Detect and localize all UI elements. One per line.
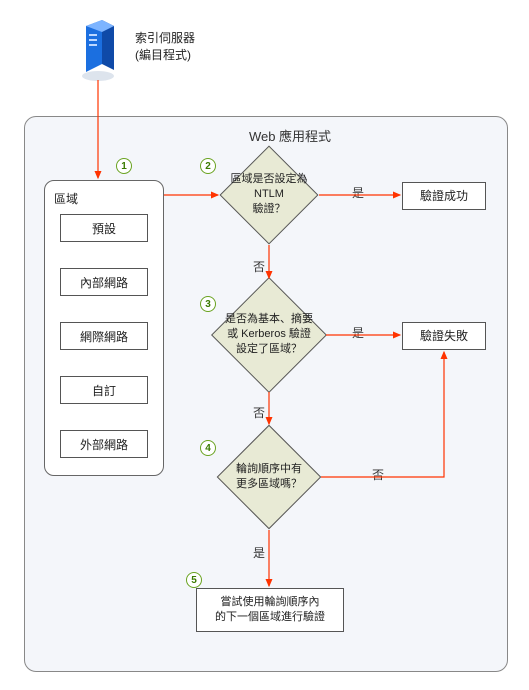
server-label: 索引伺服器 (編目程式): [135, 30, 195, 64]
zone-item-label: 預設: [92, 220, 116, 237]
result-label: 驗證失敗: [420, 328, 468, 344]
retry-line: 的下一個區域進行驗證: [215, 610, 325, 625]
web-app-title: Web 應用程式: [230, 126, 350, 145]
edge-label-no-2: 否: [253, 404, 265, 421]
result-label: 驗證成功: [420, 188, 468, 204]
retry-text: 嘗試使用輪詢順序內 的下一個區域進行驗證: [215, 595, 325, 625]
zone-item-intranet: 內部網路: [60, 268, 148, 296]
edge-label-no-1: 否: [253, 258, 265, 275]
zone-item-internet: 網際網路: [60, 322, 148, 350]
zone-item-default: 預設: [60, 214, 148, 242]
result-success: 驗證成功: [402, 182, 486, 210]
result-retry: 嘗試使用輪詢順序內 的下一個區域進行驗證: [196, 588, 344, 632]
server-label-line2: (編目程式): [135, 47, 195, 64]
edge-label-no-3: 否: [372, 466, 384, 483]
zone-item-label: 外部網路: [80, 436, 128, 453]
zone-item-label: 網際網路: [80, 328, 128, 345]
zone-item-label: 內部網路: [80, 274, 128, 291]
diagram-stage: 索引伺服器 (編目程式) Web 應用程式 區域 預設 內部網路 網際網路 自訂…: [0, 0, 529, 690]
step-badge-4: 4: [200, 440, 216, 456]
zone-item-custom: 自訂: [60, 376, 148, 404]
edge-label-yes-3: 是: [253, 544, 265, 561]
edge-label-yes-1: 是: [352, 184, 364, 201]
result-failure: 驗證失敗: [402, 322, 486, 350]
step-badge-2: 2: [200, 158, 216, 174]
server-label-line1: 索引伺服器: [135, 30, 195, 47]
zone-item-extranet: 外部網路: [60, 430, 148, 458]
step-badge-5: 5: [186, 572, 202, 588]
edge-label-yes-2: 是: [352, 324, 364, 341]
server-icon: [78, 20, 118, 87]
zone-item-label: 自訂: [92, 382, 116, 399]
retry-line: 嘗試使用輪詢順序內: [215, 595, 325, 610]
step-badge-3: 3: [200, 296, 216, 312]
step-badge-1: 1: [116, 158, 132, 174]
zone-title: 區域: [54, 190, 78, 207]
